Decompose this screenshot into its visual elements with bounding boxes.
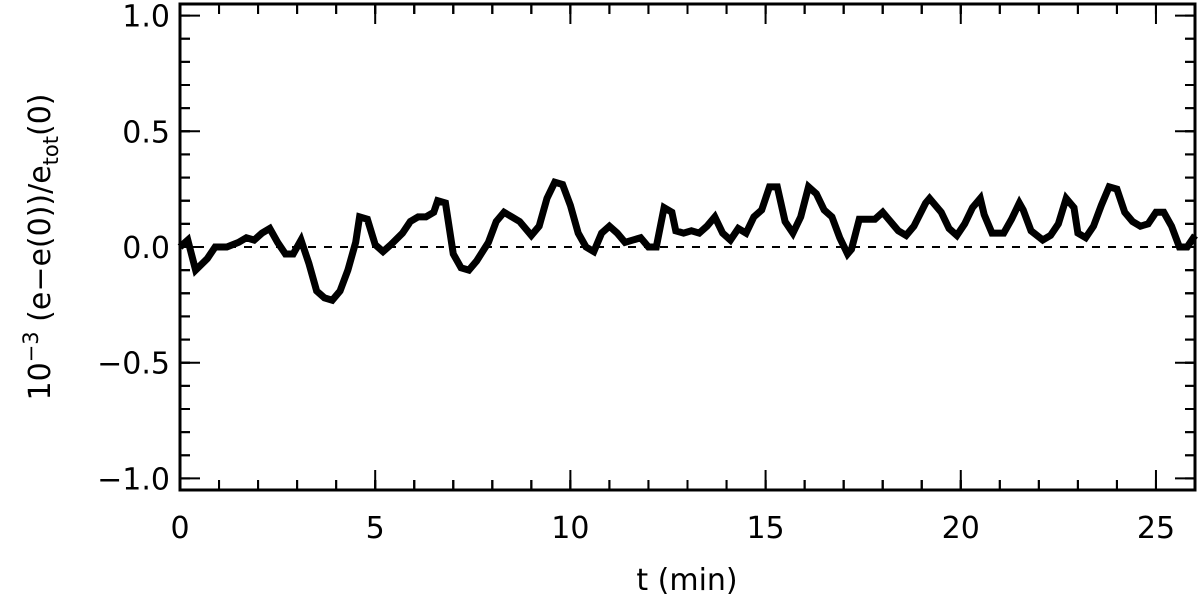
y-label-part: −3	[19, 331, 43, 362]
x-tick-label: 0	[170, 511, 189, 546]
x-tick-label: 20	[942, 511, 980, 546]
y-axis-label: 10−3 (e−e(0))/etot(0)	[19, 93, 63, 400]
y-tick-label: 0.5	[122, 115, 170, 150]
y-tick-label: −1.0	[97, 462, 170, 497]
y-label-part: (e−e(0))/e	[23, 165, 58, 331]
y-label-part: (0)	[23, 93, 58, 136]
y-label-part: 10	[23, 362, 58, 400]
x-tick-label: 10	[551, 511, 589, 546]
y-label-part: tot	[39, 136, 63, 165]
y-tick-label: 0.0	[122, 231, 170, 266]
data-line	[177, 177, 1198, 305]
plot-frame	[178, 2, 1197, 492]
x-tick-label: 15	[746, 511, 784, 546]
x-tick-label: 5	[366, 511, 385, 546]
y-tick-label: −0.5	[97, 347, 170, 382]
x-axis-label: t (min)	[636, 563, 737, 598]
y-tick-label: 1.0	[122, 0, 170, 35]
x-tick-label: 25	[1137, 511, 1175, 546]
